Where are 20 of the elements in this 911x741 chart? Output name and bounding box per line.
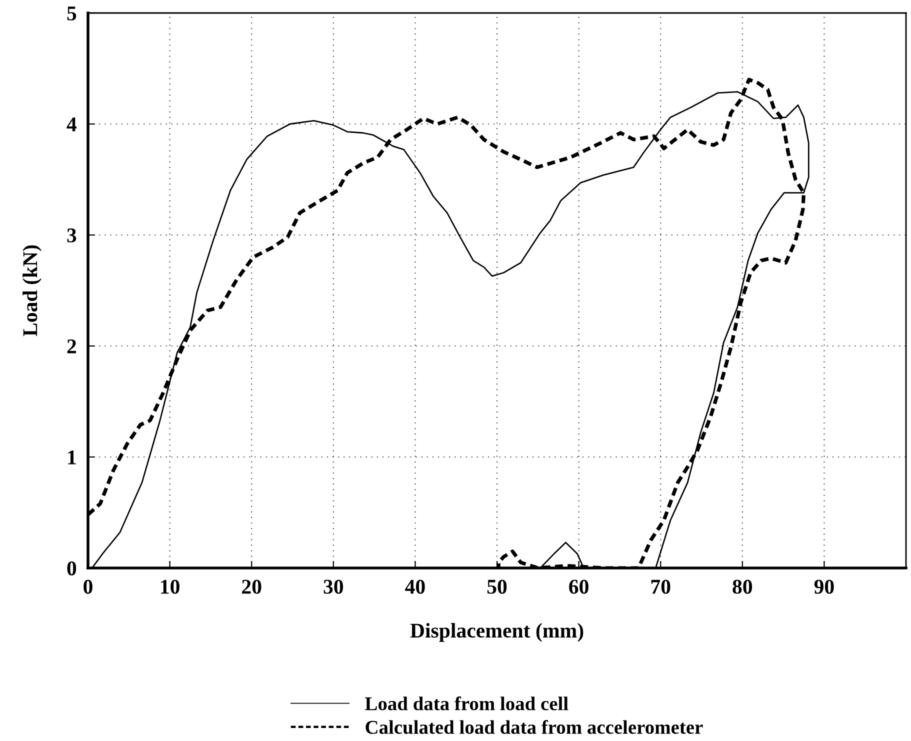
x-tick-label: 0 bbox=[84, 580, 92, 594]
y-tick-label: 3 bbox=[67, 228, 76, 242]
x-tick-label: 10 bbox=[161, 580, 180, 594]
x-tick-label: 20 bbox=[242, 580, 262, 594]
y-tick-label: 5 bbox=[67, 6, 76, 20]
x-tick-label: 90 bbox=[814, 580, 834, 594]
legend-label: Load data from load cell bbox=[365, 696, 568, 710]
y-tick-label: 1 bbox=[68, 450, 76, 464]
x-tick-label: 50 bbox=[487, 580, 507, 594]
x-tick-label: 80 bbox=[732, 580, 752, 594]
y-axis-title: Load (kN) bbox=[22, 245, 42, 336]
x-tick-label: 40 bbox=[405, 580, 425, 594]
x-axis-title: Displacement (mm) bbox=[410, 623, 584, 642]
x-tick-label: 70 bbox=[651, 580, 670, 594]
y-tick-label: 2 bbox=[67, 339, 76, 354]
y-tick-label: 0 bbox=[67, 561, 76, 576]
x-tick-label: 30 bbox=[324, 580, 344, 594]
y-tick-label: 4 bbox=[66, 118, 76, 132]
legend-label: Calculated load data from accelerometer bbox=[366, 720, 703, 734]
x-tick-label: 60 bbox=[569, 580, 588, 594]
